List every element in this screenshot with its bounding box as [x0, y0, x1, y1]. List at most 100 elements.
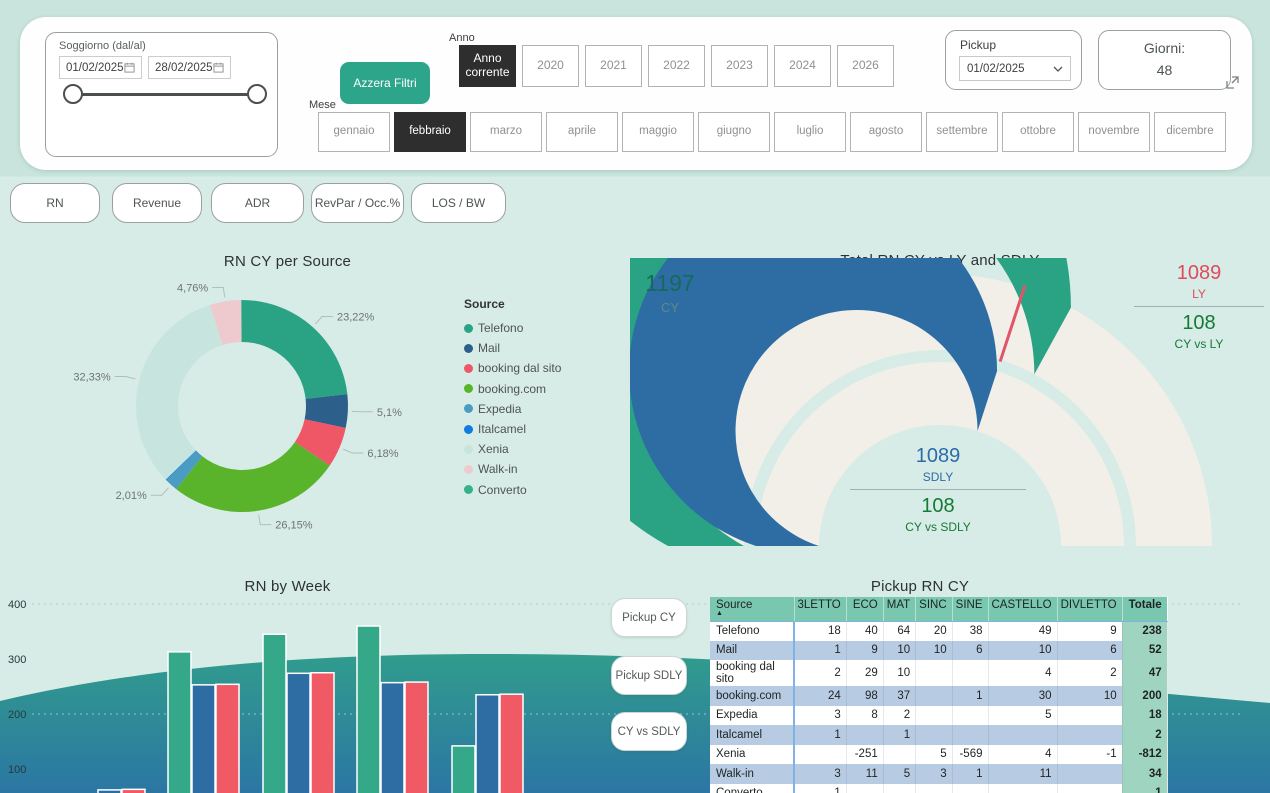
- table-row-converto[interactable]: Converto11: [710, 783, 1168, 793]
- tab-los-bw[interactable]: LOS / BW: [411, 183, 506, 223]
- anno-option-2021[interactable]: 2021: [585, 45, 642, 87]
- mese-option-giugno[interactable]: giugno: [698, 112, 770, 152]
- column-header-castello[interactable]: CASTELLO: [988, 597, 1058, 622]
- bar-series-red-3[interactable]: [310, 672, 335, 793]
- bar-series-blue-5[interactable]: [475, 694, 500, 793]
- mese-option-marzo[interactable]: marzo: [470, 112, 542, 152]
- date-range-slider-track[interactable]: [76, 93, 256, 96]
- tab-rn[interactable]: RN: [10, 183, 100, 223]
- column-header-eco[interactable]: ECO: [846, 597, 884, 622]
- bar-series-blue-1[interactable]: [97, 789, 122, 793]
- column-header-mat[interactable]: MAT: [883, 597, 917, 622]
- row-value: 11: [988, 764, 1058, 784]
- pickup-select[interactable]: 01/02/2025: [959, 56, 1071, 81]
- date-from-input[interactable]: 01/02/2025: [59, 56, 142, 79]
- column-header-source[interactable]: Source ▲: [710, 597, 795, 622]
- donut-slice-booking-dal-sito[interactable]: [294, 419, 346, 466]
- donut-slice-telefono[interactable]: [242, 300, 348, 399]
- anno-option-2024[interactable]: 2024: [774, 45, 831, 87]
- table-row-italcamel[interactable]: Italcamel 1 1 2: [710, 725, 1168, 745]
- anno-option-2023[interactable]: 2023: [711, 45, 768, 87]
- bar-series-blue-4[interactable]: [380, 681, 405, 793]
- gauge-cy-arc[interactable]: [630, 258, 1071, 546]
- table-row-walk-in[interactable]: Walk-in 3 11 5 3 1 11 34: [710, 764, 1168, 784]
- row-source: booking.com: [710, 686, 795, 706]
- gauge-inner-track[interactable]: [756, 362, 1124, 546]
- mese-option-aprile[interactable]: aprile: [546, 112, 618, 152]
- legend-item-telefono[interactable]: Telefono: [464, 318, 561, 338]
- row-source: Xenia: [710, 744, 795, 764]
- button-pickup-sdly[interactable]: Pickup SDLY: [611, 656, 687, 695]
- column-header-totale[interactable]: Totale: [1122, 597, 1168, 622]
- donut-slice-expedia[interactable]: [166, 450, 203, 490]
- clear-filters-button[interactable]: Azzera Filtri: [340, 62, 430, 104]
- table-row-xenia[interactable]: Xenia -251 5 -569 4 -1 -812: [710, 744, 1168, 764]
- legend-item-converto[interactable]: Converto: [464, 480, 561, 500]
- row-value: 9: [1057, 621, 1123, 641]
- row-value: 98: [846, 686, 884, 706]
- column-header-sine[interactable]: SINE: [952, 597, 989, 622]
- mese-option-settembre[interactable]: settembre: [926, 112, 998, 152]
- donut-slice-italcamel[interactable]: [165, 450, 197, 481]
- bar-series-red-1[interactable]: [121, 788, 146, 793]
- bar-series-blue-3[interactable]: [286, 672, 311, 793]
- legend-item-mail[interactable]: Mail: [464, 338, 561, 358]
- donut-slice-booking-com[interactable]: [176, 441, 330, 512]
- mese-option-febbraio[interactable]: febbraio: [394, 112, 466, 152]
- bar-series-red-5[interactable]: [499, 693, 524, 793]
- donut-label: 4,76%: [177, 282, 208, 294]
- table-row-telefono[interactable]: Telefono 18 40 64 20 38 49 9 238: [710, 621, 1168, 641]
- bar-series-teal-4[interactable]: [356, 625, 381, 793]
- table-row-mail[interactable]: Mail 1 9 10 10 6 10 6 52: [710, 640, 1168, 660]
- table-row-booking-dal-sito[interactable]: booking dal sito 2 29 10 4 2 47: [710, 660, 1168, 686]
- bar-series-teal-2[interactable]: [167, 651, 192, 793]
- legend-swatch: [464, 424, 473, 434]
- anno-option-2026[interactable]: 2026: [837, 45, 894, 87]
- mese-option-agosto[interactable]: agosto: [850, 112, 922, 152]
- bar-series-red-4[interactable]: [404, 681, 429, 793]
- anno-option-anno-corrente[interactable]: Anno corrente: [459, 45, 516, 87]
- bar-series-teal-5[interactable]: [451, 745, 476, 793]
- donut-slice-walk-in[interactable]: [210, 300, 242, 345]
- legend-swatch: [464, 343, 473, 353]
- bar-series-teal-3[interactable]: [262, 633, 287, 793]
- anno-option-2022[interactable]: 2022: [648, 45, 705, 87]
- tab-revenue[interactable]: Revenue: [112, 183, 202, 223]
- mese-option-maggio[interactable]: maggio: [622, 112, 694, 152]
- anno-option-2020[interactable]: 2020: [522, 45, 579, 87]
- row-value: -251: [846, 744, 884, 764]
- legend-item-expedia[interactable]: Expedia: [464, 399, 561, 419]
- tab-adr[interactable]: ADR: [211, 183, 304, 223]
- mese-option-gennaio[interactable]: gennaio: [318, 112, 390, 152]
- mese-option-ottobre[interactable]: ottobre: [1002, 112, 1074, 152]
- mese-option-dicembre[interactable]: dicembre: [1154, 112, 1226, 152]
- legend-item-walk-in[interactable]: Walk-in: [464, 459, 561, 479]
- mese-option-luglio[interactable]: luglio: [774, 112, 846, 152]
- table-row-booking-com[interactable]: booking.com 24 98 37 1 30 10 200: [710, 686, 1168, 706]
- donut-slice-converto[interactable]: [241, 300, 242, 343]
- tab-revpar-occ[interactable]: RevPar / Occ.%: [311, 183, 404, 223]
- column-header-divletto[interactable]: DIVLETTO: [1057, 597, 1123, 622]
- gauge-outer-track[interactable]: [668, 274, 1212, 546]
- legend-item-xenia[interactable]: Xenia: [464, 439, 561, 459]
- bar-series-red-2[interactable]: [215, 683, 240, 793]
- rn-cy-ly-gauge: [630, 258, 1212, 546]
- column-header-3letto[interactable]: 3LETTO: [794, 597, 847, 622]
- date-to-input[interactable]: 28/02/2025: [148, 56, 231, 79]
- table-row-expedia[interactable]: Expedia 3 8 2 5 18: [710, 705, 1168, 725]
- donut-label: 5,1%: [377, 407, 402, 419]
- donut-slice-mail[interactable]: [304, 394, 348, 428]
- popout-icon[interactable]: [1226, 76, 1239, 89]
- legend-item-italcamel[interactable]: Italcamel: [464, 419, 561, 439]
- gauge-sdly-arc[interactable]: [630, 258, 998, 546]
- donut-slice-xenia[interactable]: [136, 304, 223, 480]
- column-header-sinc[interactable]: SINC: [915, 597, 953, 622]
- slider-handle-left[interactable]: [63, 84, 83, 104]
- legend-item-booking-dal-sito[interactable]: booking dal sito: [464, 358, 561, 378]
- legend-item-booking-com[interactable]: booking.com: [464, 379, 561, 399]
- slider-handle-right[interactable]: [247, 84, 267, 104]
- button-pickup-cy[interactable]: Pickup CY: [611, 598, 687, 637]
- button-cy-vs-sdly[interactable]: CY vs SDLY: [611, 712, 687, 751]
- mese-option-novembre[interactable]: novembre: [1078, 112, 1150, 152]
- bar-series-blue-2[interactable]: [191, 684, 216, 793]
